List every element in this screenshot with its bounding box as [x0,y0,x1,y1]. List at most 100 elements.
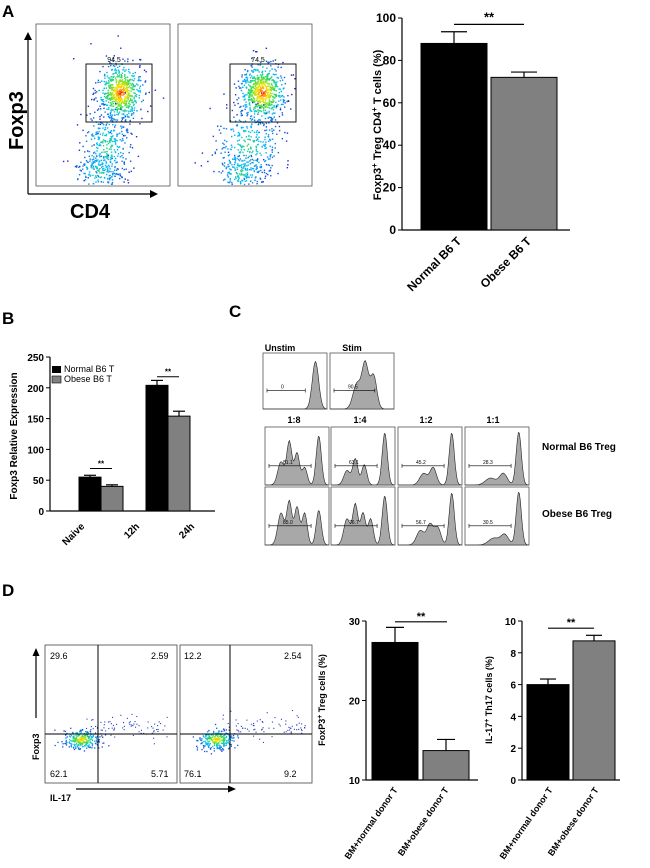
flow-dot [152,727,154,729]
flow-dot [98,747,100,749]
flow-dot [205,743,207,745]
flow-dot [123,729,125,731]
flow-dot [262,110,265,112]
chart-a-ylabel-p2: Treg CD4 [372,111,384,163]
flow-dot [122,102,125,104]
flow-dot [103,104,105,106]
flow-dot [243,78,246,81]
flow-dot [123,162,125,164]
flow-dot [85,747,88,749]
flow-dot [98,136,100,139]
flow-dot [126,110,128,112]
flow-dot [275,105,278,108]
flow-dot [103,116,105,118]
flow-dot [200,743,202,745]
flow-dot [86,718,88,720]
flow-dot [209,107,211,110]
flow-dot [242,92,244,95]
flow-dot [268,98,270,100]
flow-dot [257,86,260,88]
flow-dot [265,147,267,149]
flow-dot [116,113,118,116]
flow-dot [91,738,93,741]
flow-dot [126,95,129,98]
flow-dot [261,720,263,723]
flow-dot [244,98,246,100]
flow-dot [125,79,127,81]
flow-dot [117,99,120,101]
flow-dot [278,94,280,97]
flow-dot [282,99,285,101]
flow-dot [101,100,104,102]
flow-dot [251,75,253,77]
flow-dot [250,98,253,100]
flow-dot [114,141,117,144]
flow-dot [137,79,139,82]
flow-dot [267,85,269,87]
flow-dot [250,99,252,101]
flow-dot [80,738,82,740]
chart-d-treg-category-label: BM+normal donor T [343,785,400,861]
flow-dot [277,77,280,79]
flow-dot [113,727,116,729]
flow-dot [272,88,274,91]
flow-dot [256,151,259,153]
flow-dot [214,152,217,155]
flow-dot [280,103,283,106]
flow-dot [269,169,272,172]
flow-dot [94,740,96,742]
flow-dot [230,743,232,746]
flow-dot [251,151,253,154]
chart-a-ytick-label: 60 [383,96,397,110]
flow-dot [119,98,121,100]
flow-dot [91,739,94,742]
flow-dot [256,83,258,85]
flow-dot [72,737,74,739]
flow-dot [127,80,130,82]
flow-dot [266,77,268,79]
flow-dot [88,735,90,738]
flow-dot [216,734,218,736]
flow-dot [153,743,155,745]
flow-dot [121,85,123,87]
flow-dot [106,97,108,100]
flow-dot [257,90,259,93]
flow-dot [264,147,266,150]
flow-dot [256,129,258,132]
flow-dot [86,735,89,737]
flow-dot [238,177,241,179]
flow-dot [117,76,119,78]
flow-dot [223,728,225,730]
flow-dot [81,735,83,738]
flow-dot [234,134,236,136]
flow-dot [281,83,283,86]
flow-dot [90,735,92,738]
flow-dot [260,106,263,108]
flow-dot [216,745,218,747]
chart-a-ytick-label: 100 [376,11,396,25]
flow-dot [251,57,253,60]
flow-dot [218,171,220,173]
flow-dot [256,180,259,183]
flow-dot [111,89,113,91]
flow-dot [104,129,106,131]
flow-dot [144,81,146,83]
flow-dot [98,154,100,157]
flow-dot [257,131,260,134]
flow-dot [126,96,129,98]
flow-dot [112,109,115,111]
flow-dot [260,104,263,106]
flow-dot [285,723,287,725]
flow-dot [122,148,124,150]
flow-dot [282,103,284,106]
flow-dot [233,154,236,157]
chart-b-bar [145,384,169,512]
flow-dot [131,79,134,81]
flow-dot [207,742,210,744]
flow-dot [68,742,71,744]
flow-dot [264,143,267,146]
flow-dot [83,750,86,752]
flow-dot [255,88,257,90]
flow-dot [244,167,246,170]
flow-dot [252,96,255,99]
